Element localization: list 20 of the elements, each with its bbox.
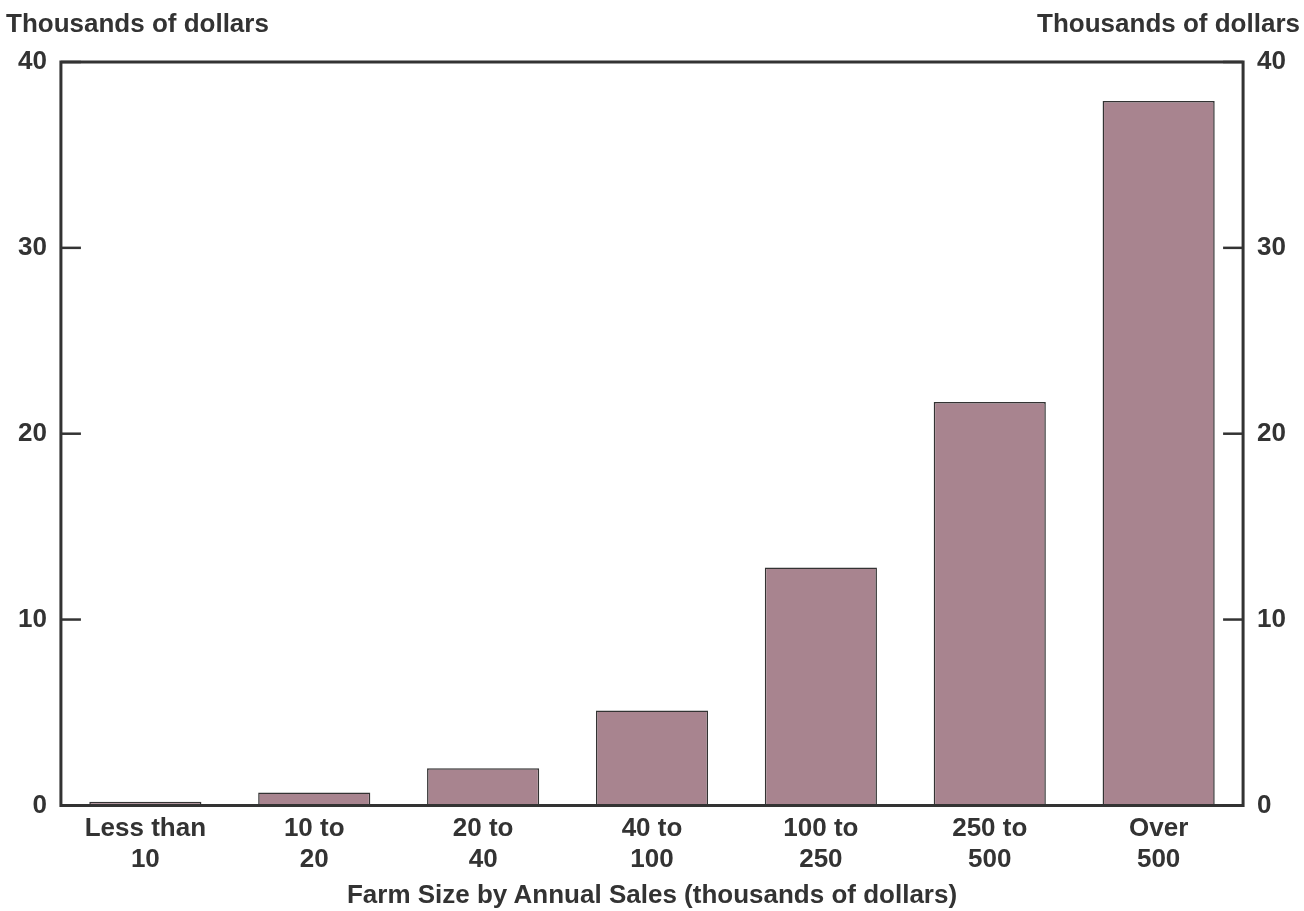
x-tick-label: 40 to 100 [621,812,683,874]
x-tick-label: Less than 10 [84,812,207,874]
x-tick-label: Over 500 [1129,812,1189,874]
y-tick-label: 0 [32,788,47,819]
y-tick-label: 40 [18,45,47,76]
y2-tick-label: 40 [1257,45,1286,76]
y2-tick-label: 10 [1257,602,1286,633]
y2-axis-title: Thousands of dollars [1037,8,1300,39]
x-axis-title: Farm Size by Annual Sales (thousands of dollars) [346,878,958,909]
y2-tick-label: 30 [1257,231,1286,262]
y2-tick-label: 0 [1257,788,1272,819]
y-tick-label: 10 [18,602,47,633]
y-tick-label: 30 [18,231,47,262]
x-tick-label: 10 to 20 [283,812,345,874]
x-tick-label: 20 to 40 [452,812,514,874]
y-axis-title: Thousands of dollars [6,8,269,39]
y-tick-label: 20 [18,416,47,447]
x-tick-label: 100 to 250 [783,812,859,874]
y2-tick-label: 20 [1257,416,1286,447]
x-tick-label: 250 to 500 [952,812,1028,874]
